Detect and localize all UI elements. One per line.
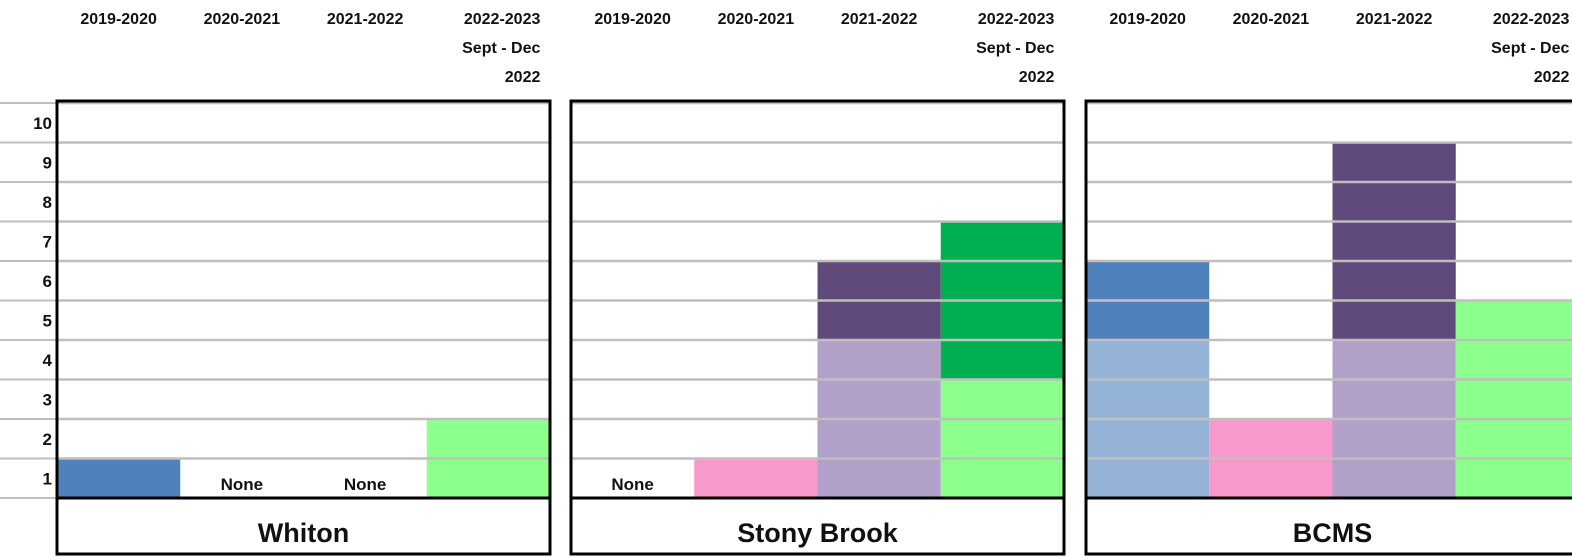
labels-layer: 1 2 3 4 5 6 7 8 9 10 2019-2020 2020-2021 2021-2022 20… [33, 11, 1569, 548]
y-tick-label: 6 [43, 272, 52, 291]
panel-border [569, 99, 1066, 556]
y-tick-label: 3 [43, 391, 52, 410]
none-label: None [221, 475, 264, 494]
category-label: 2019-2020 [1109, 11, 1186, 28]
school-name: BCMS [1293, 518, 1373, 548]
y-tick-label: 9 [43, 154, 52, 173]
bar-segment [1455, 300, 1572, 498]
category-label: 2022 [1019, 69, 1055, 86]
y-tick-label: 8 [43, 193, 52, 212]
y-tick-label: 5 [43, 312, 52, 331]
category-label: Sept - Dec [976, 40, 1054, 57]
category-label: 2021-2022 [841, 11, 918, 28]
category-label: 2021-2022 [1356, 11, 1433, 28]
bar-segment [940, 379, 1064, 498]
panel-border [55, 99, 552, 556]
panel-border [1084, 99, 1572, 556]
category-label: 2020-2021 [718, 11, 795, 28]
y-tick-label: 7 [43, 233, 52, 252]
y-tick-label: 2 [43, 430, 52, 449]
bars-layer [57, 142, 1572, 498]
panel-borders-layer [55, 99, 1572, 556]
bar-segment [57, 458, 181, 498]
school-name: Stony Brook [737, 518, 898, 548]
category-label: 2020-2021 [204, 11, 281, 28]
bar-segment [694, 458, 818, 498]
none-label: None [344, 475, 387, 494]
gridlines-layer [0, 101, 1572, 499]
y-tick-label: 10 [33, 114, 52, 133]
category-label: 2021-2022 [327, 11, 404, 28]
y-tick-label: 1 [43, 470, 52, 489]
category-label: Sept - Dec [1491, 40, 1569, 57]
category-label: 2022-2023 [978, 11, 1055, 28]
category-label: 2022 [1534, 69, 1570, 86]
none-label: None [611, 475, 654, 494]
category-label: 2020-2021 [1233, 11, 1310, 28]
category-label: 2019-2020 [80, 11, 157, 28]
category-label: Sept - Dec [462, 40, 540, 57]
y-tick-label: 4 [43, 351, 53, 370]
school-name: Whiton [258, 518, 349, 548]
category-label: 2019-2020 [594, 11, 671, 28]
category-label: 2022 [505, 69, 541, 86]
category-label: 2022-2023 [1493, 11, 1570, 28]
category-label: 2022-2023 [464, 11, 541, 28]
bar-segment [1332, 142, 1456, 340]
